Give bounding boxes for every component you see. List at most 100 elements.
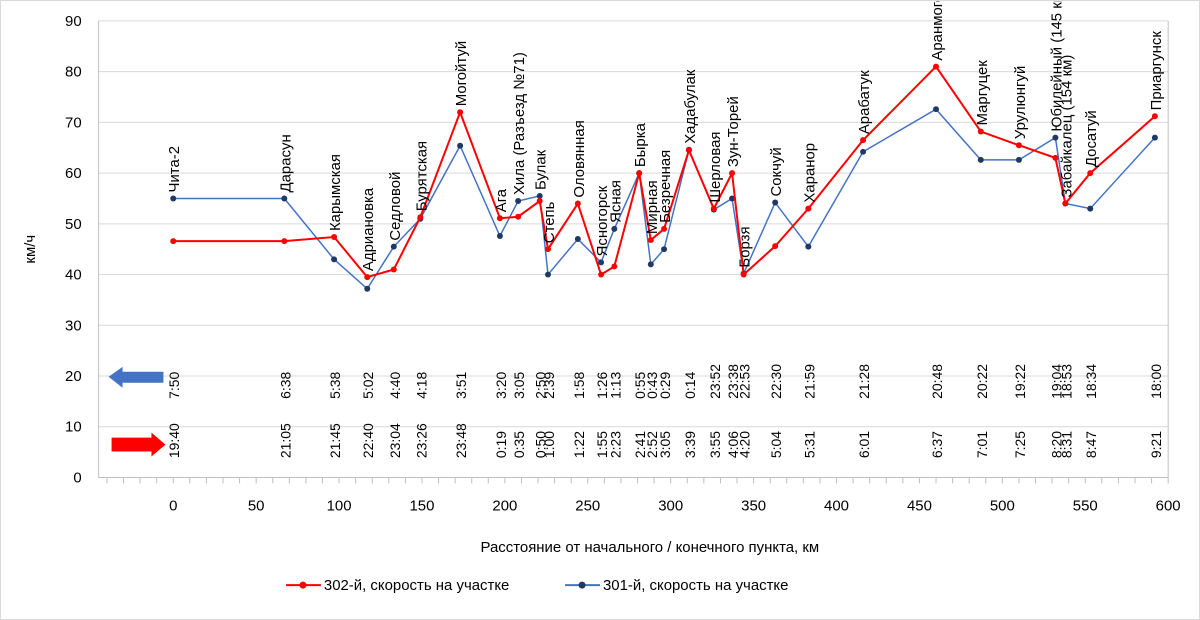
- station-label: Чита-2: [166, 146, 183, 193]
- series-lines: [170, 63, 1158, 292]
- time-301-label: 1:58: [571, 371, 587, 398]
- data-point-302: [1052, 154, 1059, 161]
- station-label: Урулюнгуй: [1012, 66, 1029, 140]
- data-point-302: [170, 238, 177, 245]
- station-label: Борзя: [737, 226, 754, 267]
- time-301-label: 23:38: [725, 364, 741, 399]
- y-tick-label: 80: [65, 64, 82, 81]
- time-301-label: 21:28: [856, 364, 872, 399]
- data-point-301: [170, 195, 177, 202]
- x-tick-label: 0: [169, 497, 177, 514]
- data-point-301: [661, 246, 668, 253]
- time-302-label: 5:31: [801, 431, 817, 458]
- time-301-label: 2:50: [533, 371, 549, 398]
- time-301-label: 1:26: [594, 371, 610, 398]
- x-tick-label: 150: [410, 497, 435, 514]
- station-label: Адриановка: [360, 187, 377, 271]
- y-tick-label: 20: [65, 368, 82, 385]
- data-point-301: [933, 106, 940, 113]
- time-301-label: 18:53: [1058, 364, 1074, 399]
- legend-302-marker: [299, 581, 307, 589]
- station-label: Могойтуй: [453, 41, 470, 107]
- time-302-label: 4:20: [737, 431, 753, 458]
- data-point-302: [515, 213, 522, 220]
- station-label: Юбилейный (145 км): [1048, 0, 1065, 132]
- x-tick-label: 50: [248, 497, 265, 514]
- data-point-301: [1052, 134, 1059, 141]
- data-point-302: [390, 266, 397, 273]
- time-301-label: 3:51: [453, 371, 469, 398]
- times-layer: 7:50 19:40 6:38 21:05 5:38 21:45 5:02 22:40 4:40…: [166, 364, 1164, 458]
- data-point-301: [1151, 134, 1158, 141]
- time-302-label: 8:47: [1083, 431, 1099, 458]
- data-point-302: [598, 271, 605, 278]
- axes: 0 10 20 30 40 50 60 70 80 90 0 50 100 150 200 250 300 350…: [65, 13, 1181, 514]
- data-point-302: [710, 205, 717, 212]
- station-label: Седловой: [387, 172, 404, 241]
- time-301-label: 3:05: [511, 371, 527, 398]
- data-point-301: [536, 192, 543, 199]
- time-302-label: 7:01: [974, 431, 990, 458]
- time-302-label: 9:21: [1148, 431, 1164, 458]
- station-label: Дарасун: [277, 134, 294, 192]
- y-axis-label: км/ч: [22, 235, 39, 264]
- time-301-label: 18:00: [1148, 364, 1164, 399]
- station-label: Ясногорск: [594, 185, 611, 256]
- legend-302-label: 302-й, скорость на участке: [324, 577, 509, 594]
- y-tick-label: 50: [65, 216, 82, 233]
- x-tick-label: 450: [907, 497, 932, 514]
- time-302-label: 7:25: [1012, 431, 1028, 458]
- station-label: Бырка: [632, 122, 649, 167]
- time-302-label: 8:20: [1048, 431, 1064, 458]
- x-axis-label: Расстояние от начального / конечного пун…: [481, 539, 820, 556]
- data-point-301: [496, 233, 503, 239]
- station-label: Хила (Разъезд №71): [511, 52, 528, 195]
- arrow-302-icon: [111, 432, 166, 457]
- time-301-label: 23:52: [707, 364, 723, 399]
- time-302-label: 2:23: [607, 431, 623, 458]
- station-label: Ясная: [607, 180, 624, 223]
- time-301-label: 3:20: [493, 371, 509, 398]
- data-point-301: [1087, 205, 1094, 212]
- x-tick-label: 500: [990, 497, 1015, 514]
- station-label: Степь: [541, 201, 558, 243]
- data-point-302: [1015, 142, 1022, 149]
- time-302-label: 3:39: [682, 431, 698, 458]
- data-point-301: [772, 199, 779, 206]
- station-label: Ага: [493, 188, 510, 212]
- time-302-label: 6:01: [856, 431, 872, 458]
- time-302-label: 1:55: [594, 431, 610, 458]
- data-point-301: [805, 243, 812, 250]
- time-302-label: 21:45: [327, 423, 343, 458]
- data-point-301: [281, 195, 288, 202]
- station-label: Маргуцек: [974, 60, 991, 126]
- station-label: Оловянная: [571, 120, 588, 197]
- data-point-301: [860, 148, 867, 155]
- time-301-label: 21:59: [801, 364, 817, 399]
- station-label: Карымская: [327, 154, 344, 231]
- data-point-301: [390, 243, 397, 250]
- arrow-301-icon: [108, 366, 164, 388]
- station-label: Арабатук: [856, 70, 873, 134]
- data-point-302: [1087, 170, 1094, 177]
- time-302-label: 21:05: [277, 423, 293, 458]
- legend-301-marker: [578, 581, 586, 589]
- time-301-label: 4:40: [387, 371, 403, 398]
- time-302-label: 23:48: [453, 423, 469, 458]
- time-301-label: 20:48: [929, 364, 945, 399]
- data-point-302: [977, 128, 984, 135]
- data-point-302: [331, 234, 338, 241]
- data-point-302: [933, 63, 940, 70]
- time-301-label: 0:43: [644, 371, 660, 398]
- data-point-302: [772, 243, 779, 250]
- data-point-302: [636, 170, 643, 177]
- x-tick-label: 300: [658, 497, 683, 514]
- time-301-label: 18:34: [1083, 364, 1099, 399]
- time-301-label: 20:22: [974, 364, 990, 399]
- station-label: Досатуй: [1083, 110, 1100, 167]
- data-point-301: [729, 195, 736, 202]
- time-302-label: 3:05: [657, 431, 673, 458]
- x-tick-label: 350: [741, 497, 766, 514]
- data-point-302: [1062, 200, 1069, 207]
- data-point-301: [574, 236, 581, 243]
